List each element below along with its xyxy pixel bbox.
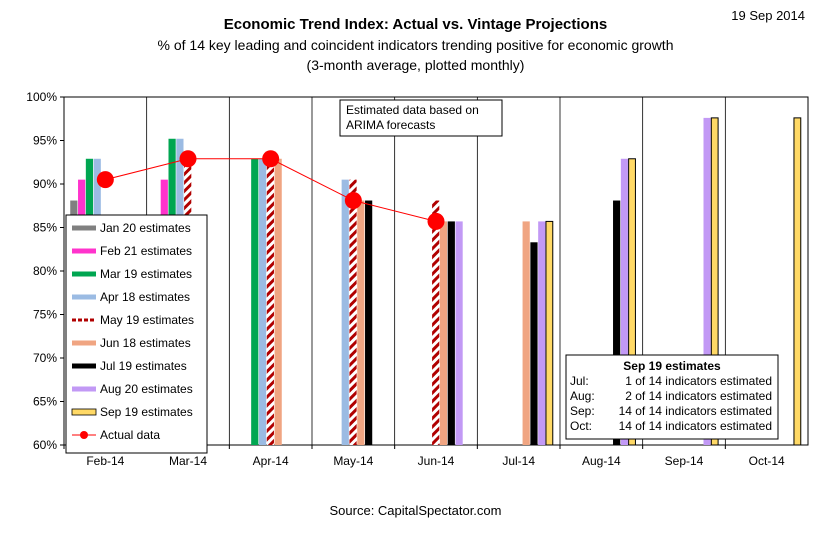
legend-label: Aug 20 estimates bbox=[100, 382, 193, 396]
bar bbox=[349, 179, 357, 445]
chart-subtitle: % of 14 key leading and coincident indic… bbox=[157, 37, 674, 53]
y-tick-label: 65% bbox=[33, 395, 57, 409]
y-tick-label: 95% bbox=[33, 134, 57, 148]
x-tick-label: Jun-14 bbox=[418, 454, 455, 468]
y-tick-label: 70% bbox=[33, 351, 57, 365]
annotation-line-2: ARIMA forecasts bbox=[346, 118, 435, 132]
x-tick-label: Oct-14 bbox=[749, 454, 785, 468]
legend-label: Mar 19 estimates bbox=[100, 267, 192, 281]
actual-data-point bbox=[262, 150, 280, 168]
x-tick-label: Feb-14 bbox=[86, 454, 124, 468]
estimates-row-month: Aug: bbox=[570, 389, 595, 403]
estimates-row-text: 2 of 14 indicators estimated bbox=[625, 389, 772, 403]
bar bbox=[703, 117, 711, 445]
legend-label: Actual data bbox=[100, 428, 160, 442]
bar bbox=[628, 158, 636, 446]
estimates-row-text: 14 of 14 indicators estimated bbox=[619, 404, 772, 418]
bar bbox=[522, 221, 530, 445]
actual-data-point bbox=[179, 150, 197, 168]
bar bbox=[538, 221, 546, 445]
legend-label: Sep 19 estimates bbox=[100, 405, 193, 419]
y-tick-label: 100% bbox=[26, 90, 57, 104]
bar bbox=[357, 200, 365, 445]
bar bbox=[439, 221, 448, 445]
legend: Jan 20 estimates Feb 21 estimates Mar 19 e… bbox=[65, 214, 208, 454]
actual-data-point bbox=[427, 212, 445, 230]
bar bbox=[274, 158, 282, 445]
estimates-box-frame bbox=[565, 354, 779, 440]
chart-date: 19 Sep 2014 bbox=[731, 8, 805, 23]
x-tick-label: Jul-14 bbox=[502, 454, 535, 468]
estimates-box-title: Sep 19 estimates bbox=[623, 359, 721, 373]
annotation-box: Estimated data based on ARIMA forecasts bbox=[339, 99, 503, 137]
estimates-row-text: 1 of 14 indicators estimated bbox=[625, 374, 772, 388]
x-tick-label: Apr-14 bbox=[253, 454, 289, 468]
bar bbox=[447, 221, 455, 445]
bar bbox=[365, 200, 373, 445]
legend-swatch bbox=[71, 408, 97, 416]
x-tick-label: Sep-14 bbox=[665, 454, 704, 468]
actual-data-point bbox=[344, 192, 362, 210]
estimates-row-text: 14 of 14 indicators estimated bbox=[619, 419, 772, 433]
bar bbox=[455, 221, 463, 445]
legend-label: Feb 21 estimates bbox=[100, 244, 192, 258]
bar bbox=[266, 158, 274, 445]
estimates-row-month: Jul: bbox=[570, 374, 589, 388]
bar bbox=[793, 117, 802, 446]
annotation-line-1: Estimated data based on bbox=[346, 103, 479, 117]
bar bbox=[251, 158, 259, 445]
bar bbox=[432, 200, 440, 445]
actual-data-point bbox=[96, 171, 114, 189]
bar bbox=[545, 220, 554, 446]
x-tick-label: Mar-14 bbox=[169, 454, 207, 468]
legend-swatch-marker bbox=[80, 431, 88, 439]
y-tick-label: 60% bbox=[33, 438, 57, 452]
y-tick-label: 80% bbox=[33, 264, 57, 278]
bar bbox=[710, 117, 719, 446]
chart-source: Source: CapitalSpectator.com bbox=[329, 503, 502, 518]
x-tick-label: Aug-14 bbox=[582, 454, 621, 468]
bar bbox=[530, 242, 538, 445]
legend-label: Apr 18 estimates bbox=[100, 290, 190, 304]
chart-subtitle-note: (3-month average, plotted monthly) bbox=[306, 57, 525, 73]
x-tick-label: May-14 bbox=[333, 454, 373, 468]
y-tick-label: 90% bbox=[33, 177, 57, 191]
estimates-box: Sep 19 estimates Jul: 1 of 14 indicators e… bbox=[565, 354, 779, 440]
bar bbox=[341, 179, 349, 445]
legend-label: May 19 estimates bbox=[100, 313, 194, 327]
bar bbox=[258, 158, 267, 445]
legend-label: Jul 19 estimates bbox=[100, 359, 187, 373]
legend-label: Jan 20 estimates bbox=[100, 221, 191, 235]
y-tick-label: 75% bbox=[33, 308, 57, 322]
y-tick-label: 85% bbox=[33, 221, 57, 235]
bar bbox=[620, 158, 629, 445]
estimates-row-month: Sep: bbox=[570, 404, 595, 418]
chart-title: Economic Trend Index: Actual vs. Vintage… bbox=[223, 16, 608, 33]
legend-label: Jun 18 estimates bbox=[100, 336, 191, 350]
estimates-row-month: Oct: bbox=[570, 419, 592, 433]
bar bbox=[613, 200, 621, 445]
